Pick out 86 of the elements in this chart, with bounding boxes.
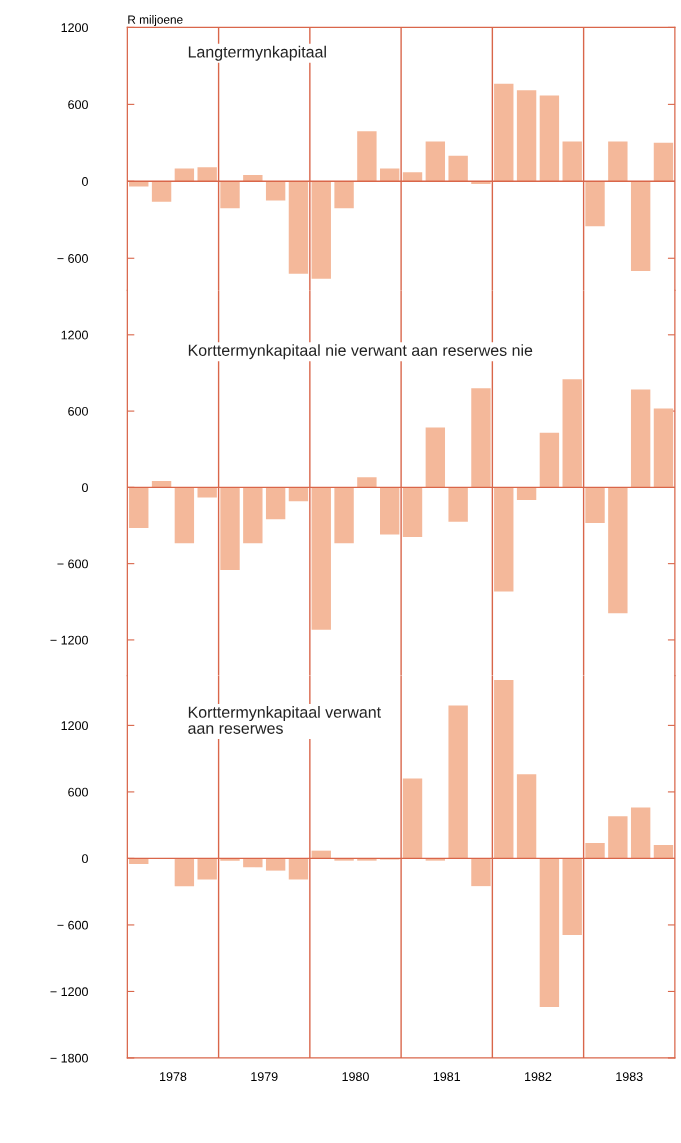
bar bbox=[265, 181, 286, 201]
bar bbox=[539, 858, 560, 1007]
bar bbox=[471, 858, 491, 887]
bar bbox=[448, 155, 468, 182]
text: Langtermynkapitaal bbox=[188, 45, 326, 61]
bar bbox=[220, 487, 240, 570]
y-tick-label: − 1200 bbox=[50, 987, 88, 997]
bar bbox=[380, 168, 400, 182]
bar bbox=[653, 408, 674, 488]
y-tick-label: 600 bbox=[68, 406, 88, 416]
x-tick-label: 1982 bbox=[525, 1072, 552, 1082]
bar bbox=[425, 141, 446, 182]
y-tick-label: 0 bbox=[82, 854, 88, 864]
bar bbox=[494, 83, 514, 182]
bar bbox=[220, 181, 240, 209]
bar bbox=[402, 487, 423, 537]
bar bbox=[288, 181, 309, 274]
bar bbox=[357, 477, 377, 488]
bar bbox=[402, 172, 423, 182]
bar bbox=[334, 181, 354, 209]
bar bbox=[608, 487, 628, 614]
bar bbox=[197, 487, 217, 498]
y-axis-title: R miljoene bbox=[128, 15, 183, 27]
y-tick-label: 0 bbox=[82, 483, 88, 493]
bar bbox=[402, 778, 423, 859]
bar bbox=[243, 487, 263, 544]
x-tick-label: 1978 bbox=[160, 1072, 187, 1082]
bar bbox=[630, 389, 651, 488]
bar bbox=[380, 487, 400, 535]
y-tick-label: − 1200 bbox=[50, 635, 88, 645]
bar bbox=[585, 487, 605, 523]
bar bbox=[151, 481, 172, 488]
bar bbox=[630, 181, 651, 272]
bar bbox=[311, 181, 331, 279]
x-tick-label: 1980 bbox=[342, 1072, 369, 1082]
y-tick-label: − 600 bbox=[57, 254, 88, 263]
bar bbox=[562, 858, 582, 935]
bar bbox=[516, 90, 537, 182]
bar bbox=[448, 705, 468, 859]
bar bbox=[516, 487, 537, 501]
bar bbox=[608, 816, 628, 859]
text: Korttermynkapitaal nie verwant aan reserwes nie bbox=[188, 344, 533, 360]
bar bbox=[539, 95, 560, 182]
bar bbox=[608, 141, 628, 182]
bar bbox=[243, 174, 263, 182]
bar bbox=[539, 432, 560, 488]
bar bbox=[174, 858, 195, 887]
text: Korttermynkapitaal verwant aan reserwes bbox=[188, 706, 381, 734]
bar bbox=[516, 774, 537, 859]
bar bbox=[197, 167, 217, 182]
bar bbox=[653, 142, 674, 182]
bar bbox=[562, 141, 582, 182]
x-tick-label: 1979 bbox=[251, 1072, 278, 1082]
bar bbox=[265, 858, 286, 871]
y-tick-label: − 600 bbox=[57, 559, 88, 569]
bar bbox=[471, 388, 491, 488]
bar bbox=[630, 807, 651, 859]
y-tick-label: 1200 bbox=[61, 330, 88, 340]
y-tick-label: 1200 bbox=[61, 721, 88, 731]
bar bbox=[448, 487, 468, 522]
y-tick-label: − 1800 bbox=[50, 1053, 88, 1063]
bar bbox=[288, 487, 309, 502]
bar bbox=[174, 168, 195, 182]
y-tick-label: − 600 bbox=[57, 920, 88, 930]
y-tick-label: 600 bbox=[68, 787, 88, 797]
bar bbox=[129, 487, 149, 529]
bar bbox=[653, 845, 674, 859]
bar bbox=[585, 842, 605, 859]
bar bbox=[288, 858, 309, 880]
bar bbox=[494, 679, 514, 859]
bar bbox=[174, 487, 195, 544]
bar bbox=[562, 379, 582, 488]
y-tick-label: 1200 bbox=[61, 23, 88, 33]
bar bbox=[311, 487, 331, 630]
bar bbox=[265, 487, 286, 520]
bar bbox=[334, 487, 354, 544]
bar bbox=[585, 181, 605, 227]
x-tick-label: 1981 bbox=[433, 1072, 461, 1082]
bar bbox=[197, 858, 217, 880]
y-tick-label: 600 bbox=[68, 100, 88, 110]
bar bbox=[494, 487, 514, 592]
bar bbox=[425, 427, 446, 488]
bar bbox=[151, 181, 172, 202]
bar bbox=[357, 131, 377, 182]
x-tick-label: 1983 bbox=[616, 1072, 643, 1082]
y-tick-label: 0 bbox=[82, 177, 88, 186]
